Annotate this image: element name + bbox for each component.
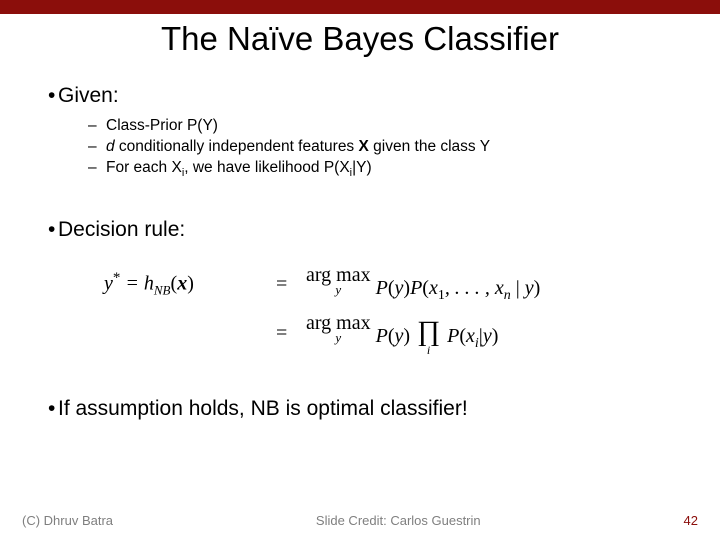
formula-block: y* = hNB(x) = arg maxy P(y)P(x1, . . . ,… (104, 264, 686, 355)
bullet-conclusion-text: If assumption holds, NB is optimal class… (58, 397, 468, 420)
sub-list: –Class-Prior P(Y) –d conditionally indep… (88, 116, 686, 180)
sub-item-1: –Class-Prior P(Y) (88, 116, 686, 136)
bullet-given-text: Given: (58, 84, 119, 107)
slide-title: The Naïve Bayes Classifier (0, 20, 720, 58)
bullet-conclusion: •If assumption holds, NB is optimal clas… (48, 397, 686, 421)
content-area: •Given: –Class-Prior P(Y) –d conditional… (0, 84, 720, 421)
equals-1: = (276, 273, 306, 296)
formula-row-1: y* = hNB(x) = arg maxy P(y)P(x1, . . . ,… (104, 264, 686, 304)
page-number: 42 (684, 513, 698, 528)
sub-item-3: –For each Xi, we have likelihood P(Xi|Y) (88, 158, 686, 180)
footer-left: (C) Dhruv Batra (22, 513, 113, 528)
bullet-decision-rule: •Decision rule: (48, 218, 686, 242)
bullet-given: •Given: (48, 84, 686, 108)
footer: (C) Dhruv Batra Slide Credit: Carlos Gue… (0, 513, 720, 528)
sub-item-2: –d conditionally independent features X … (88, 137, 686, 157)
formula-lhs: y* = hNB(x) (104, 270, 276, 299)
footer-center: Slide Credit: Carlos Guestrin (316, 513, 481, 528)
bullet-decision-text: Decision rule: (58, 218, 185, 241)
product-symbol: ∏i (417, 321, 440, 356)
equals-2: = (276, 322, 306, 345)
formula-row-2: = arg maxy P(y) ∏i P(xi|y) (104, 312, 686, 355)
formula-rhs-2: arg maxy P(y) ∏i P(xi|y) (306, 312, 498, 355)
title-bar (0, 0, 720, 14)
formula-rhs-1: arg maxy P(y)P(x1, . . . , xn | y) (306, 264, 540, 304)
